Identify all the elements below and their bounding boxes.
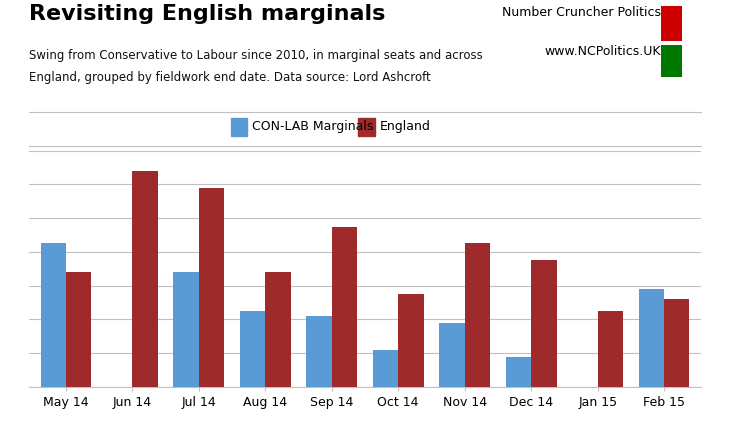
Bar xyxy=(240,311,265,387)
Bar xyxy=(639,289,664,387)
Bar xyxy=(439,323,465,387)
Bar xyxy=(307,316,331,387)
Bar xyxy=(199,187,224,387)
Bar xyxy=(231,118,247,136)
Bar xyxy=(358,118,375,136)
Bar xyxy=(66,272,91,387)
Bar xyxy=(465,243,490,387)
Bar xyxy=(132,171,158,387)
Bar xyxy=(598,311,623,387)
Bar xyxy=(399,294,423,387)
Bar xyxy=(531,260,556,387)
Text: England, grouped by fieldwork end date. Data source: Lord Ashcroft: England, grouped by fieldwork end date. … xyxy=(29,71,431,84)
Bar xyxy=(331,227,357,387)
Text: Revisiting English marginals: Revisiting English marginals xyxy=(29,4,385,25)
Bar xyxy=(373,350,399,387)
Text: Swing from Conservative to Labour since 2010, in marginal seats and across: Swing from Conservative to Labour since … xyxy=(29,49,483,62)
Bar xyxy=(664,299,690,387)
Text: England: England xyxy=(380,120,431,133)
Bar xyxy=(174,272,199,387)
Bar xyxy=(40,243,66,387)
Text: Number Cruncher Politics: Number Cruncher Politics xyxy=(502,6,661,19)
Text: CON-LAB Marginals: CON-LAB Marginals xyxy=(252,120,374,133)
Text: www.NCPolitics.UK: www.NCPolitics.UK xyxy=(544,45,661,58)
Bar xyxy=(506,356,531,387)
Bar xyxy=(265,272,291,387)
